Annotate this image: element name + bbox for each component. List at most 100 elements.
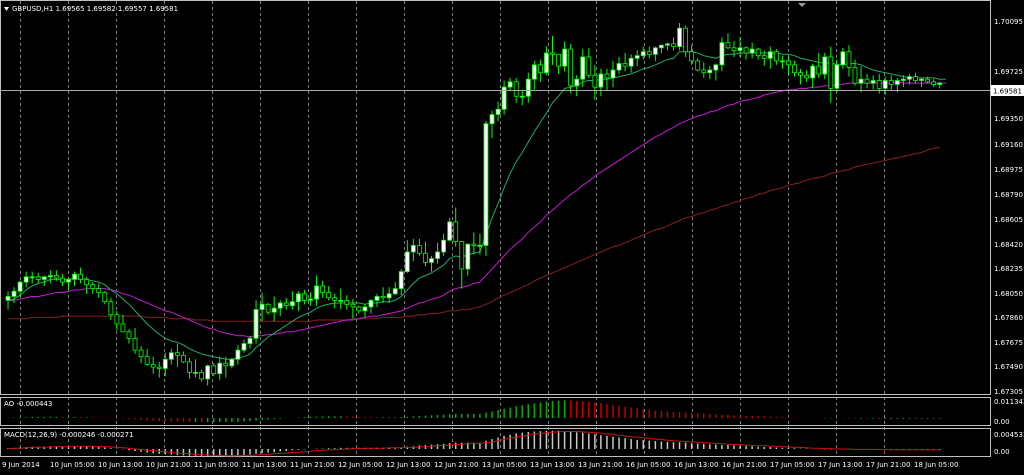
candle-bear (350, 303, 356, 308)
candle-bull (870, 80, 876, 84)
candle-bear (120, 323, 126, 333)
candle-bull (598, 73, 604, 88)
x-tick: 10 Jun 21:00 (146, 461, 190, 469)
candle-bear (344, 299, 350, 305)
macd-tick-top: 0.004533 (994, 431, 1024, 439)
x-tick: 12 Jun 05:00 (338, 461, 382, 469)
macd-header: MACD(12,26,9) -0.000246 -0.000271 (4, 431, 133, 439)
candle-bull (398, 271, 404, 290)
candle-bull (531, 64, 537, 80)
candle-bear (90, 284, 96, 290)
candle-bull (277, 302, 283, 309)
x-tick: 17 Jun 21:00 (866, 461, 910, 469)
candle-bull (205, 365, 211, 380)
candle-bull (5, 296, 11, 301)
candle-bear (646, 51, 652, 55)
candle-bull (610, 69, 616, 79)
candle-bear (138, 349, 144, 358)
candle-bull (386, 293, 392, 299)
y-tick: 1.68050 (994, 290, 1023, 298)
ao-panel-frame (0, 397, 991, 426)
ao-axis: 0.011343 0.00 (994, 398, 1024, 426)
candle-bull (259, 303, 265, 310)
candle-bear (568, 48, 574, 87)
candle-bear (538, 64, 543, 74)
candle-bear (725, 42, 731, 49)
candle-bull (628, 57, 634, 67)
y-tick: 1.68975 (994, 166, 1023, 174)
candle-bull (937, 82, 943, 85)
x-tick: 17 Jun 05:00 (770, 461, 814, 469)
time-axis: 9 Jun 2014 10 Jun 05:00 10 Jun 13:00 10 … (2, 461, 958, 469)
candle-bear (804, 74, 809, 79)
candle-bear (798, 72, 803, 76)
candle-bull (525, 78, 531, 97)
candle-bear (108, 301, 114, 316)
candle-bear (556, 53, 561, 67)
candle-bear (187, 361, 192, 373)
candle-bull (253, 309, 259, 339)
shift-marker-icon[interactable] (798, 3, 806, 7)
candle-bear (876, 80, 882, 89)
candle-bull (659, 44, 664, 49)
ao-tick-zero: 0.00 (994, 418, 1010, 426)
candle-bull (429, 258, 434, 263)
candle-bull (640, 51, 646, 57)
candle-bull (489, 114, 495, 125)
candle-bear (592, 74, 598, 88)
x-tick: 9 Jun 2014 (2, 461, 40, 469)
candle-bear (150, 364, 156, 368)
ao-histogram (7, 400, 941, 423)
ma-mid-line (8, 81, 946, 338)
candle-bull (544, 52, 549, 74)
candle-bear (96, 288, 102, 293)
ma-slow-line (8, 146, 940, 322)
candle-bull (435, 251, 440, 259)
candle-bear (773, 51, 779, 62)
macd-panel-frame (0, 428, 991, 457)
candle-bull (737, 47, 743, 51)
candle-bull (634, 55, 640, 59)
candle-bear (126, 331, 132, 339)
candle-bear (356, 306, 362, 312)
candle-bear (223, 362, 229, 367)
candle-bear (683, 27, 688, 53)
x-tick: 17 Jun 13:00 (818, 461, 862, 469)
candle-bull (41, 276, 47, 280)
y-tick: 1.69725 (994, 68, 1023, 76)
candle-bear (852, 67, 858, 84)
candle-bear (689, 51, 695, 62)
candle-bull (17, 281, 23, 292)
candle-bear (792, 64, 797, 74)
candle-bull (834, 64, 840, 89)
candle-bear (604, 73, 610, 79)
candle-bull (858, 78, 864, 84)
macd-tick-zero: 0.00 (994, 448, 1010, 456)
ao-tick-top: 0.011343 (994, 398, 1024, 406)
candle-bull (840, 51, 846, 66)
candle-bear (731, 47, 737, 51)
x-tick: 13 Jun 13:00 (530, 461, 574, 469)
candle-bear (132, 337, 138, 351)
candle-bull (652, 47, 658, 55)
y-tick: 1.68420 (994, 241, 1023, 249)
candle-bull (894, 80, 900, 85)
x-tick: 13 Jun 05:00 (482, 461, 526, 469)
candle-bear (181, 354, 186, 363)
candle-bull (295, 293, 301, 303)
candle-bull (410, 245, 416, 253)
price-axis: 1.70095 1.69725 1.69350 1.68975 1.68605 … (994, 18, 1023, 396)
candle-bull (677, 27, 682, 47)
moving-averages (7, 51, 946, 360)
candle-bear (695, 60, 701, 71)
candle-bull (47, 275, 53, 278)
candle-bear (320, 285, 326, 293)
candle-bull (749, 48, 755, 54)
y-tick: 1.67305 (994, 388, 1023, 396)
candle-bull (289, 301, 295, 307)
x-tick: 12 Jun 21:00 (434, 461, 478, 469)
candle-bear (156, 366, 162, 369)
x-tick: 10 Jun 13:00 (98, 461, 142, 469)
